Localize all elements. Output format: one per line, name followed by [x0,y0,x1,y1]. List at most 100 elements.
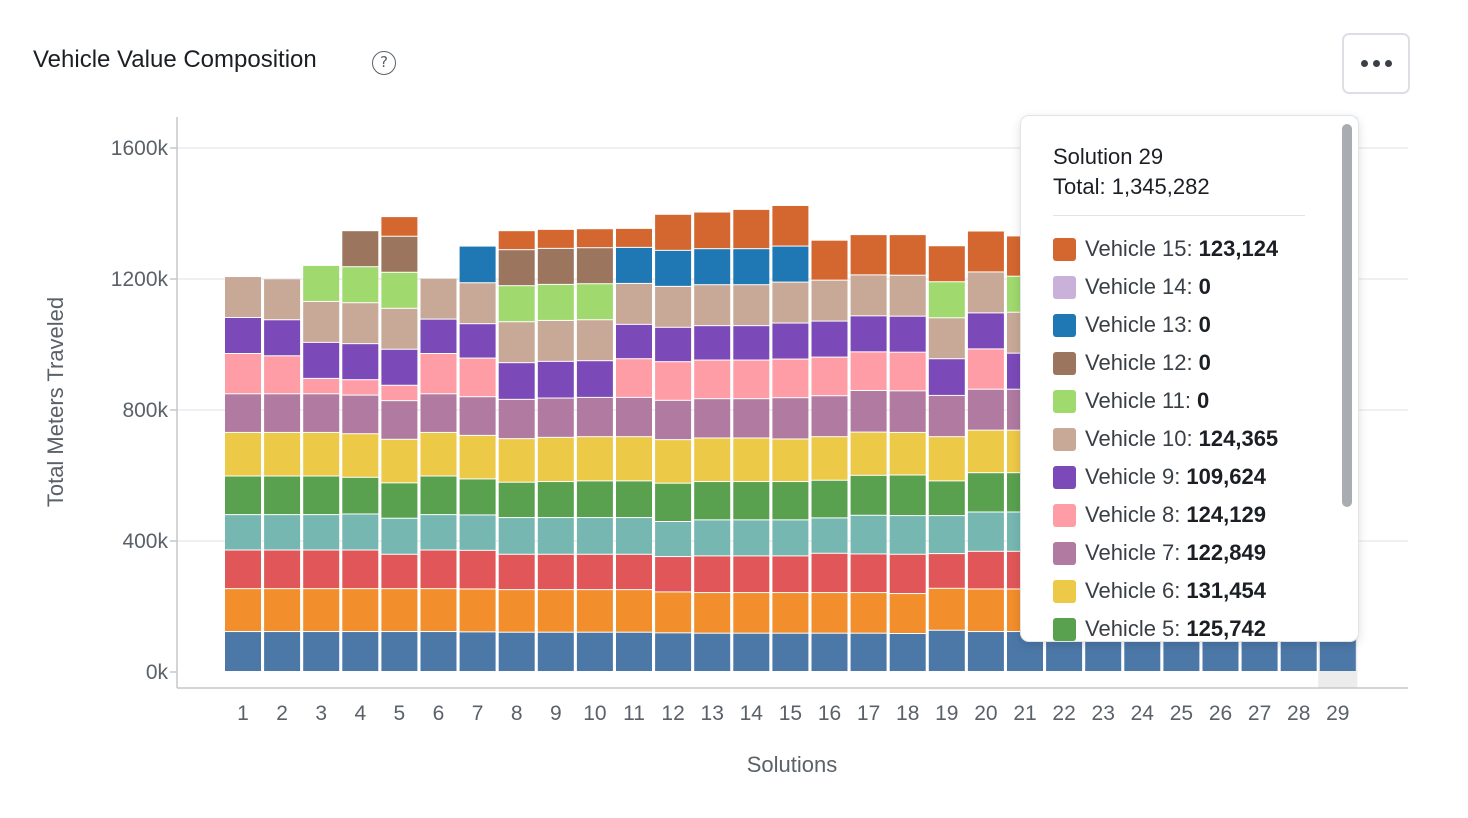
bar-segment-vehicle-10-solution-5[interactable] [381,308,418,349]
bar-segment-vehicle-6-solution-16[interactable] [811,437,848,480]
bar-segment-vehicle-7-solution-3[interactable] [303,394,340,432]
bar-segment-vehicle-15-solution-20[interactable] [967,231,1004,272]
bar-segment-vehicle-3-solution-3[interactable] [303,550,340,589]
bar-segment-vehicle-7-solution-19[interactable] [928,395,965,437]
bar-segment-vehicle-10-solution-18[interactable] [889,275,926,316]
bar-segment-vehicle-10-solution-16[interactable] [811,280,848,321]
bar-segment-vehicle-5-solution-2[interactable] [264,476,301,515]
bar-segment-vehicle-9-solution-19[interactable] [928,359,965,395]
bar-segment-vehicle-7-solution-15[interactable] [772,398,809,439]
bar-segment-vehicle-3-solution-8[interactable] [498,554,535,590]
bar-segment-vehicle-2-solution-16[interactable] [811,593,848,633]
bar-segment-vehicle-13-solution-7[interactable] [459,246,496,283]
bar-segment-vehicle-9-solution-2[interactable] [264,320,301,356]
bar-segment-vehicle-5-solution-14[interactable] [733,482,770,520]
bar-segment-vehicle-2-solution-15[interactable] [772,593,809,633]
bar-segment-vehicle-7-solution-14[interactable] [733,399,770,438]
bar-segment-vehicle-2-solution-1[interactable] [225,589,261,632]
bar-segment-vehicle-2-solution-19[interactable] [928,588,965,630]
bar-segment-vehicle-2-solution-2[interactable] [264,589,301,632]
bar-segment-vehicle-3-solution-4[interactable] [342,550,379,589]
bar-segment-vehicle-9-solution-10[interactable] [576,361,613,397]
bar-segment-vehicle-7-solution-11[interactable] [616,397,652,437]
bar-segment-vehicle-8-solution-3[interactable] [303,378,340,394]
bar-segment-vehicle-7-solution-2[interactable] [264,394,301,432]
bar-segment-vehicle-11-solution-4[interactable] [342,267,379,303]
bar-segment-vehicle-2-solution-11[interactable] [616,590,652,632]
bar-segment-vehicle-3-solution-13[interactable] [694,556,731,593]
bar-segment-vehicle-1-solution-13[interactable] [694,633,731,671]
bar-segment-vehicle-3-solution-1[interactable] [225,550,261,589]
bar-segment-vehicle-11-solution-5[interactable] [381,272,418,308]
bar-segment-vehicle-5-solution-8[interactable] [498,482,535,518]
bar-segment-vehicle-5-solution-11[interactable] [616,481,652,518]
bar-segment-vehicle-9-solution-9[interactable] [537,361,574,398]
bar-segment-vehicle-2-solution-13[interactable] [694,593,731,633]
bar-segment-vehicle-13-solution-15[interactable] [772,246,809,282]
bar-segment-vehicle-11-solution-9[interactable] [537,284,574,320]
bar-segment-vehicle-7-solution-16[interactable] [811,396,848,437]
bar-segment-vehicle-1-solution-2[interactable] [264,632,301,671]
bar-segment-vehicle-11-solution-10[interactable] [576,284,613,320]
bar-segment-vehicle-8-solution-1[interactable] [225,353,261,394]
bar-segment-vehicle-4-solution-16[interactable] [811,518,848,553]
bar-segment-vehicle-2-solution-5[interactable] [381,589,418,632]
bar-segment-vehicle-8-solution-2[interactable] [264,356,301,394]
bar-segment-vehicle-7-solution-8[interactable] [498,399,535,439]
bar-segment-vehicle-4-solution-9[interactable] [537,518,574,554]
bar-segment-vehicle-10-solution-11[interactable] [616,283,652,324]
bar-segment-vehicle-12-solution-9[interactable] [537,248,574,284]
bar-segment-vehicle-4-solution-4[interactable] [342,514,379,550]
bar-segment-vehicle-7-solution-17[interactable] [850,391,887,432]
bar-segment-vehicle-4-solution-5[interactable] [381,518,418,554]
bar-segment-vehicle-12-solution-10[interactable] [576,248,613,284]
bar-segment-vehicle-4-solution-15[interactable] [772,520,809,556]
bar-segment-vehicle-5-solution-9[interactable] [537,482,574,518]
bar-segment-vehicle-9-solution-3[interactable] [303,342,340,378]
help-icon[interactable]: ? [372,51,396,75]
bar-segment-vehicle-3-solution-11[interactable] [616,554,652,590]
bar-segment-vehicle-7-solution-12[interactable] [655,400,692,440]
bar-segment-vehicle-5-solution-13[interactable] [694,482,731,520]
bar-segment-vehicle-6-solution-14[interactable] [733,438,770,482]
bar-segment-vehicle-2-solution-17[interactable] [850,593,887,633]
bar-segment-vehicle-3-solution-20[interactable] [967,551,1004,589]
bar-segment-vehicle-11-solution-8[interactable] [498,286,535,322]
bar-segment-vehicle-15-solution-18[interactable] [889,235,926,275]
bar-segment-vehicle-6-solution-7[interactable] [459,435,496,479]
bar-segment-vehicle-4-solution-19[interactable] [928,516,965,554]
bar-segment-vehicle-1-solution-6[interactable] [420,632,457,671]
bar-segment-vehicle-6-solution-12[interactable] [655,440,692,483]
bar-segment-vehicle-15-solution-12[interactable] [655,214,692,250]
bar-segment-vehicle-9-solution-14[interactable] [733,326,770,360]
bar-segment-vehicle-2-solution-10[interactable] [576,590,613,632]
bar-segment-vehicle-4-solution-11[interactable] [616,518,652,554]
bar-segment-vehicle-9-solution-18[interactable] [889,316,926,352]
bar-segment-vehicle-9-solution-16[interactable] [811,321,848,357]
bar-segment-vehicle-10-solution-9[interactable] [537,320,574,361]
bar-segment-vehicle-9-solution-17[interactable] [850,316,887,352]
bar-segment-vehicle-9-solution-12[interactable] [655,327,692,362]
bar-segment-vehicle-1-solution-4[interactable] [342,632,379,671]
bar-segment-vehicle-4-solution-3[interactable] [303,515,340,550]
bar-segment-vehicle-8-solution-16[interactable] [811,357,848,396]
bar-segment-vehicle-9-solution-4[interactable] [342,344,379,380]
more-options-button[interactable] [1342,33,1410,94]
bar-segment-vehicle-6-solution-2[interactable] [264,432,301,476]
bar-segment-vehicle-12-solution-5[interactable] [381,236,418,272]
bar-segment-vehicle-15-solution-10[interactable] [576,229,613,248]
bar-segment-vehicle-7-solution-1[interactable] [225,394,261,432]
bar-segment-vehicle-5-solution-17[interactable] [850,475,887,515]
bar-segment-vehicle-8-solution-6[interactable] [420,353,457,394]
bar-segment-vehicle-3-solution-15[interactable] [772,556,809,593]
bar-segment-vehicle-6-solution-18[interactable] [889,432,926,475]
bar-segment-vehicle-8-solution-18[interactable] [889,352,926,391]
bar-segment-vehicle-1-solution-10[interactable] [576,632,613,671]
bar-segment-vehicle-1-solution-16[interactable] [811,633,848,671]
bar-segment-vehicle-12-solution-8[interactable] [498,250,535,286]
bar-segment-vehicle-11-solution-19[interactable] [928,282,965,318]
bar-segment-vehicle-5-solution-3[interactable] [303,476,340,515]
bar-segment-vehicle-4-solution-17[interactable] [850,515,887,554]
bar-segment-vehicle-10-solution-13[interactable] [694,285,731,326]
bar-segment-vehicle-15-solution-16[interactable] [811,240,848,280]
